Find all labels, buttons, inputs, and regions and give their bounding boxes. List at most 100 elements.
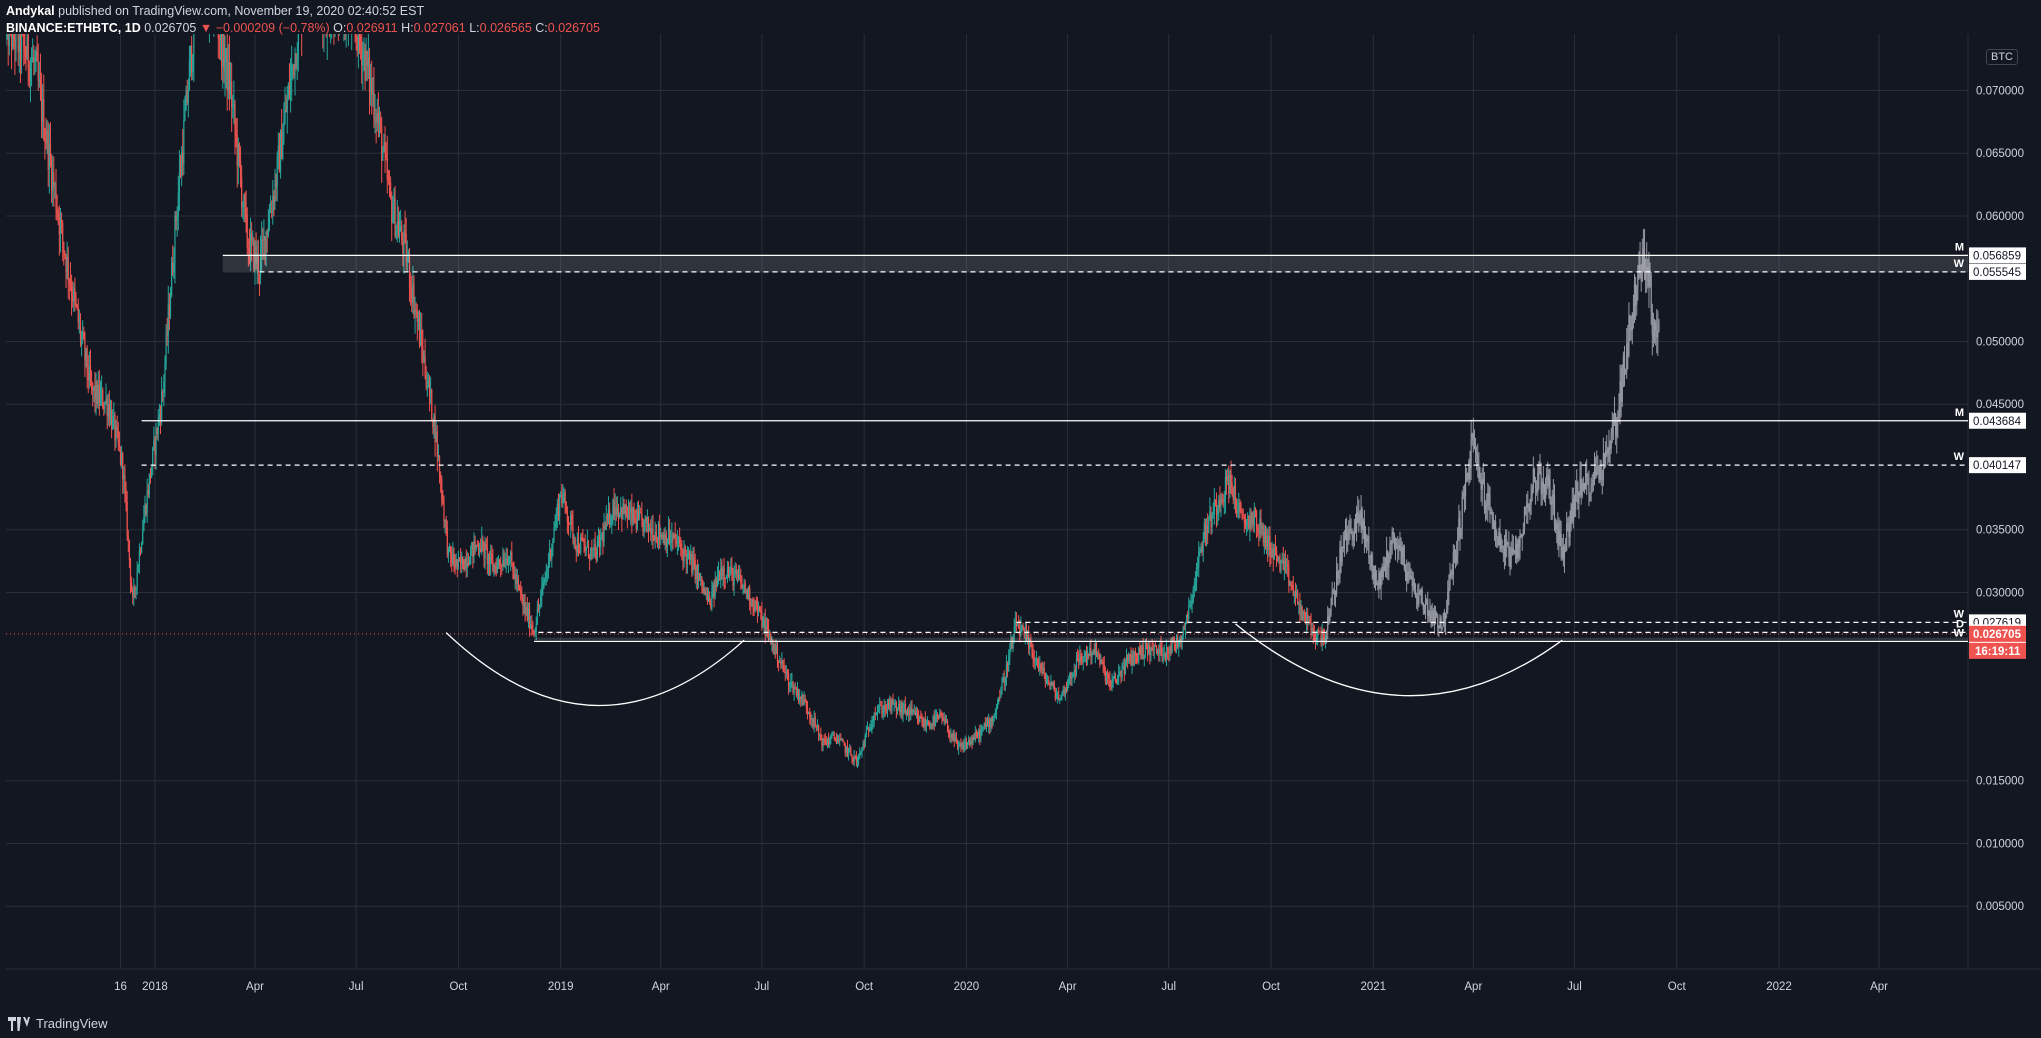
price-candle xyxy=(1314,640,1317,642)
price-candle xyxy=(965,742,968,749)
price-candle xyxy=(401,225,403,241)
price-candle xyxy=(1304,614,1307,622)
price-candle xyxy=(969,740,971,745)
price-candle xyxy=(565,502,567,512)
tradingview-logo[interactable]: TradingView xyxy=(8,1016,108,1031)
projection-candle xyxy=(1617,416,1619,420)
projection-candle xyxy=(1597,466,1599,469)
price-candle xyxy=(526,606,528,621)
price-candle xyxy=(484,543,486,559)
price-candle xyxy=(97,385,99,405)
price-candle xyxy=(1188,607,1190,619)
price-candle xyxy=(1282,559,1284,570)
level-zone-box xyxy=(222,255,1968,273)
price-candle xyxy=(266,231,268,236)
price-candle xyxy=(1237,510,1239,514)
price-candle xyxy=(1063,689,1065,695)
projection-candle xyxy=(1382,566,1384,577)
price-candle xyxy=(1187,614,1189,619)
symbol-title[interactable]: BINANCE:ETHBTC, 1D xyxy=(6,21,141,35)
price-candle xyxy=(221,34,223,67)
price-candle xyxy=(836,739,839,744)
projection-candle xyxy=(1476,452,1478,456)
price-candle xyxy=(37,61,39,81)
price-candle xyxy=(971,741,973,743)
projection-candle xyxy=(1458,518,1460,528)
projection-candle xyxy=(1497,537,1499,546)
price-candle xyxy=(292,64,294,67)
projection-candle xyxy=(1560,533,1562,559)
currency-badge[interactable]: BTC xyxy=(1986,49,2018,65)
projection-candle xyxy=(1470,437,1472,469)
price-candle xyxy=(1271,548,1273,558)
price-candle xyxy=(831,734,833,736)
price-candle xyxy=(447,546,450,555)
projection-candle xyxy=(1381,568,1383,577)
price-candle xyxy=(891,699,893,711)
price-candle xyxy=(742,584,744,588)
price-candle xyxy=(1317,629,1319,638)
price-candle xyxy=(825,742,827,745)
price-candle xyxy=(131,581,133,592)
price-candle xyxy=(730,566,732,575)
projection-candle xyxy=(1342,546,1344,549)
price-candle xyxy=(373,91,375,119)
projection-candle xyxy=(1631,313,1633,331)
x-tick-label: Jul xyxy=(349,981,364,993)
projection-candle xyxy=(1478,463,1480,479)
price-candle xyxy=(1080,654,1082,661)
price-candle xyxy=(55,184,57,210)
projection-candle xyxy=(1606,450,1608,455)
price-candle xyxy=(695,565,697,580)
price-candle xyxy=(1138,647,1140,662)
price-candle xyxy=(786,671,789,675)
projection-candle xyxy=(1336,571,1338,595)
price-candle xyxy=(561,494,563,504)
projection-candle xyxy=(1380,568,1382,587)
price-candle xyxy=(827,739,830,744)
projection-candle xyxy=(1363,520,1365,542)
price-candle xyxy=(1194,582,1197,585)
projection-candle xyxy=(1361,508,1363,530)
price-candle xyxy=(1005,663,1008,678)
projection-candle xyxy=(1343,535,1345,549)
price-candle xyxy=(1132,654,1134,666)
price-candle xyxy=(470,549,472,565)
price-candle xyxy=(497,560,500,562)
price-candle xyxy=(905,709,908,714)
price-candle xyxy=(703,587,705,592)
projection-candle xyxy=(1620,380,1622,402)
author-name[interactable]: Andykal xyxy=(6,4,55,18)
price-candle xyxy=(1144,641,1147,657)
tradingview-logo-text: TradingView xyxy=(36,1016,108,1031)
price-candle xyxy=(431,389,433,421)
price-candle xyxy=(930,723,932,728)
price-candle xyxy=(274,180,276,203)
price-candle xyxy=(837,739,840,741)
price-candle xyxy=(723,568,725,579)
projection-candle xyxy=(1364,538,1367,542)
price-candle xyxy=(241,177,243,207)
projection-candle xyxy=(1337,571,1339,579)
price-candle xyxy=(1052,682,1054,686)
projection-candle xyxy=(1463,492,1466,496)
price-candle xyxy=(30,61,33,64)
price-candle xyxy=(46,130,48,144)
price-candle xyxy=(886,700,889,711)
price-candle xyxy=(192,57,194,72)
price-candle xyxy=(420,330,422,346)
price-candle xyxy=(727,568,730,577)
price-candle xyxy=(466,562,468,568)
price-candle xyxy=(892,699,894,705)
price-candle xyxy=(1151,648,1153,650)
price-candle xyxy=(375,118,377,124)
price-candle xyxy=(411,287,413,303)
price-candle xyxy=(155,428,157,455)
price-candle xyxy=(256,253,258,265)
price-candle xyxy=(277,145,279,156)
price-candle xyxy=(982,726,984,729)
projection-candle xyxy=(1633,283,1636,318)
projection-candle xyxy=(1414,588,1417,598)
price-candle xyxy=(647,516,650,531)
